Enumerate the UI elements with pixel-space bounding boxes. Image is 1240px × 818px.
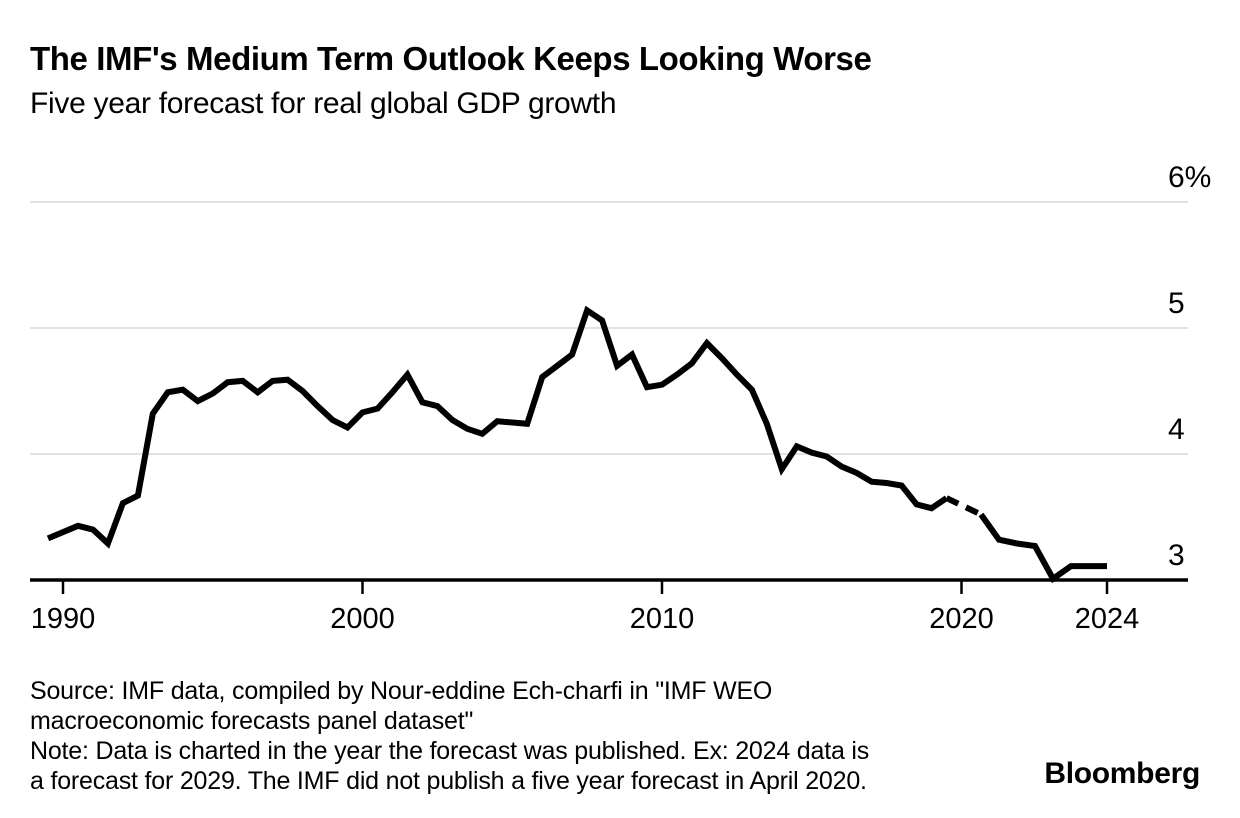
forecast-line: [46, 305, 1107, 584]
y-axis-tick-labels: 6% 5 4 3: [1168, 161, 1211, 572]
x-tick-label: 2000: [330, 603, 395, 635]
forecast-line-solid-post-2020: [978, 512, 1107, 584]
footnotes: Source: IMF data, compiled by Nour-eddin…: [30, 676, 869, 796]
x-tick-label: 1990: [31, 603, 96, 635]
x-tick-label: 2010: [630, 603, 695, 635]
source-line-2: macroeconomic forecasts panel dataset": [30, 707, 474, 735]
y-tick-label: 5: [1168, 287, 1185, 320]
bloomberg-logo: Bloomberg: [1044, 757, 1200, 790]
y-tick-label: 4: [1168, 413, 1185, 446]
x-tick-label: 2020: [929, 603, 994, 635]
chart-title: The IMF's Medium Term Outlook Keeps Look…: [30, 40, 872, 77]
forecast-line-dashed-2020-gap: [945, 495, 983, 518]
y-tick-label: 3: [1168, 539, 1185, 572]
x-tick-label: 2024: [1075, 603, 1140, 635]
gdp-forecast-chart: 6% 5 4 3 1990 2000 2010 2020 2024: [30, 161, 1211, 635]
note-line-1: Note: Data is charted in the year the fo…: [30, 737, 870, 765]
y-tick-label: 6%: [1168, 161, 1211, 194]
forecast-line-solid-pre-2020: [46, 305, 949, 549]
x-axis: [30, 578, 1188, 594]
chart-subtitle: Five year forecast for real global GDP g…: [30, 87, 617, 120]
note-line-2: a forecast for 2029. The IMF did not pub…: [30, 767, 867, 795]
x-axis-tick-labels: 1990 2000 2010 2020 2024: [31, 603, 1140, 635]
gridlines: [30, 201, 1188, 455]
source-line-1: Source: IMF data, compiled by Nour-eddin…: [30, 677, 773, 705]
